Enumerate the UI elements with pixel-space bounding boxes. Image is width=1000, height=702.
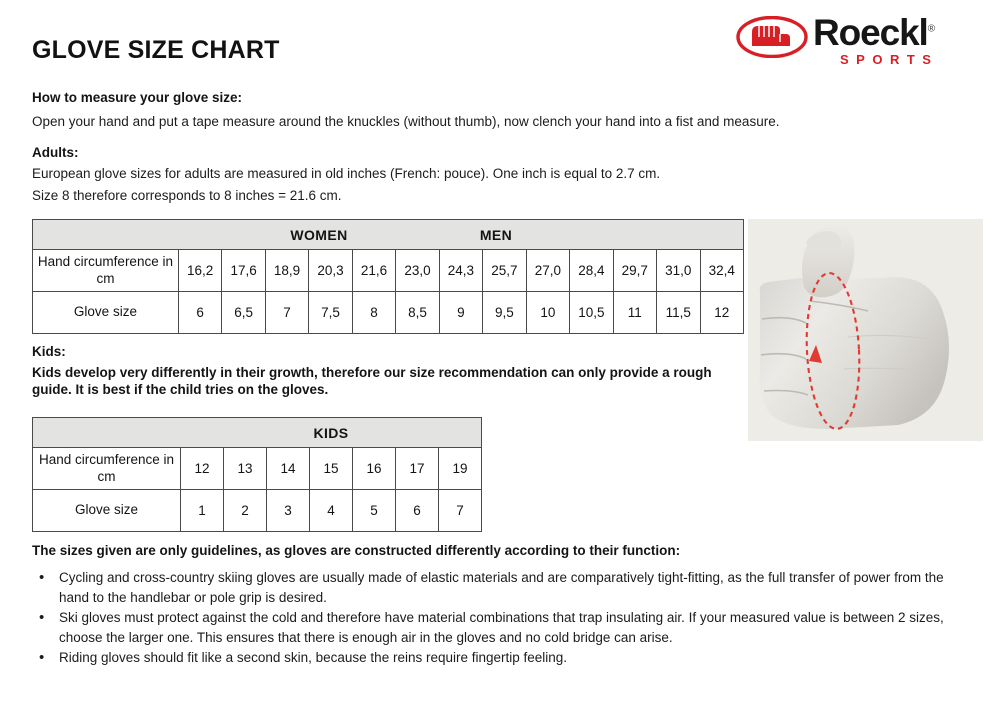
roeckl-glove-oval-icon bbox=[736, 15, 808, 63]
table-cell: 10,5 bbox=[569, 291, 614, 334]
group-label-men: MEN bbox=[479, 226, 513, 243]
table-cell: 5 bbox=[352, 489, 396, 532]
table-cell: 7 bbox=[264, 291, 310, 334]
table-cell: 28,4 bbox=[569, 249, 614, 292]
logo-wordmark-text: Roeckl bbox=[813, 12, 929, 53]
table-cell: 32,4 bbox=[699, 249, 744, 292]
table-row: Glove size 1 2 3 4 5 6 7 bbox=[32, 489, 482, 532]
guidelines-heading: The sizes given are only guidelines, as … bbox=[32, 543, 681, 558]
adults-size-table: WOMEN MEN Hand circumference in cm 16,2 … bbox=[32, 219, 744, 334]
table-cell: 8 bbox=[351, 291, 397, 334]
logo-wordmark: Roeckl® bbox=[813, 14, 935, 51]
table-cell: 6 bbox=[395, 489, 439, 532]
row-label-glove-size: Glove size bbox=[32, 291, 179, 334]
table-cell: 21,6 bbox=[351, 249, 397, 292]
table-cell: 12 bbox=[699, 291, 744, 334]
how-to-measure-text: Open your hand and put a tape measure ar… bbox=[32, 114, 780, 129]
list-item-text: Riding gloves should fit like a second s… bbox=[59, 650, 568, 666]
table-cell: 15 bbox=[309, 447, 353, 490]
table-cell: 6,5 bbox=[221, 291, 266, 334]
list-item-text: Cycling and cross-country skiing gloves … bbox=[59, 570, 944, 605]
table-row: Hand circumference in cm 12 13 14 15 16 … bbox=[32, 447, 482, 490]
kids-size-table: KIDS Hand circumference in cm 12 13 14 1… bbox=[32, 417, 482, 532]
clenched-fist-measure-illustration bbox=[748, 219, 983, 441]
adults-text-line-2: Size 8 therefore corresponds to 8 inches… bbox=[32, 188, 342, 203]
adults-text-line-1: European glove sizes for adults are meas… bbox=[32, 166, 661, 181]
list-item: • Ski gloves must protect against the co… bbox=[32, 608, 977, 647]
roeckl-sports-logo: Roeckl® SPORTS bbox=[736, 14, 982, 74]
guidelines-list: • Cycling and cross-country skiing glove… bbox=[32, 568, 977, 669]
table-cell: 7,5 bbox=[308, 291, 353, 334]
logo-tagline: SPORTS bbox=[840, 52, 939, 67]
row-label-hand-circumference: Hand circumference in cm bbox=[32, 447, 181, 490]
group-label-kids: KIDS bbox=[313, 424, 349, 441]
row-label-hand-circumference: Hand circumference in cm bbox=[32, 249, 179, 292]
table-cell: 25,7 bbox=[482, 249, 527, 292]
table-cell: 4 bbox=[309, 489, 353, 532]
table-cell: 20,3 bbox=[308, 249, 353, 292]
registered-trademark-icon: ® bbox=[927, 23, 936, 35]
table-cell: 23,0 bbox=[395, 249, 440, 292]
adults-group-header-cell: WOMEN MEN bbox=[32, 219, 744, 250]
table-cell: 16,2 bbox=[177, 249, 223, 292]
list-item-text: Ski gloves must protect against the cold… bbox=[59, 610, 944, 645]
table-cell: 10 bbox=[525, 291, 571, 334]
table-cell: 8,5 bbox=[395, 291, 440, 334]
table-cell: 9 bbox=[438, 291, 484, 334]
table-cell: 3 bbox=[266, 489, 310, 532]
table-row: Glove size 6 6,5 7 7,5 8 8,5 9 9,5 10 10… bbox=[32, 291, 744, 334]
table-cell: 19 bbox=[438, 447, 482, 490]
table-cell: 14 bbox=[266, 447, 310, 490]
kids-text: Kids develop very differently in their g… bbox=[32, 365, 712, 397]
table-cell: 18,9 bbox=[264, 249, 310, 292]
table-cell: 11 bbox=[612, 291, 658, 334]
table-cell: 29,7 bbox=[612, 249, 658, 292]
bullet-icon: • bbox=[39, 649, 45, 667]
table-cell: 6 bbox=[177, 291, 223, 334]
table-row: Hand circumference in cm 16,2 17,6 18,9 … bbox=[32, 249, 744, 292]
table-cell: 17 bbox=[395, 447, 439, 490]
table-cell: 11,5 bbox=[656, 291, 701, 334]
row-label-glove-size: Glove size bbox=[32, 489, 181, 532]
group-label-women: WOMEN bbox=[290, 226, 348, 243]
bullet-icon: • bbox=[39, 609, 45, 627]
table-cell: 17,6 bbox=[221, 249, 266, 292]
list-item: • Riding gloves should fit like a second… bbox=[32, 648, 977, 668]
how-to-measure-heading: How to measure your glove size: bbox=[32, 90, 243, 105]
table-cell: 2 bbox=[223, 489, 267, 532]
table-group-header-row: WOMEN MEN bbox=[32, 219, 744, 250]
table-cell: 27,0 bbox=[525, 249, 571, 292]
page-title: GLOVE SIZE CHART bbox=[32, 36, 280, 64]
kids-group-header-cell: KIDS bbox=[32, 417, 482, 448]
table-cell: 13 bbox=[223, 447, 267, 490]
bullet-icon: • bbox=[39, 569, 45, 586]
table-cell: 9,5 bbox=[482, 291, 527, 334]
table-cell: 1 bbox=[180, 489, 224, 532]
table-cell: 31,0 bbox=[656, 249, 701, 292]
table-cell: 24,3 bbox=[438, 249, 484, 292]
table-cell: 16 bbox=[352, 447, 396, 490]
kids-heading: Kids: bbox=[32, 344, 66, 359]
table-group-header-row: KIDS bbox=[32, 417, 482, 448]
table-cell: 7 bbox=[438, 489, 482, 532]
table-cell: 12 bbox=[180, 447, 224, 490]
adults-heading: Adults: bbox=[32, 145, 79, 160]
list-item: • Cycling and cross-country skiing glove… bbox=[32, 568, 977, 607]
